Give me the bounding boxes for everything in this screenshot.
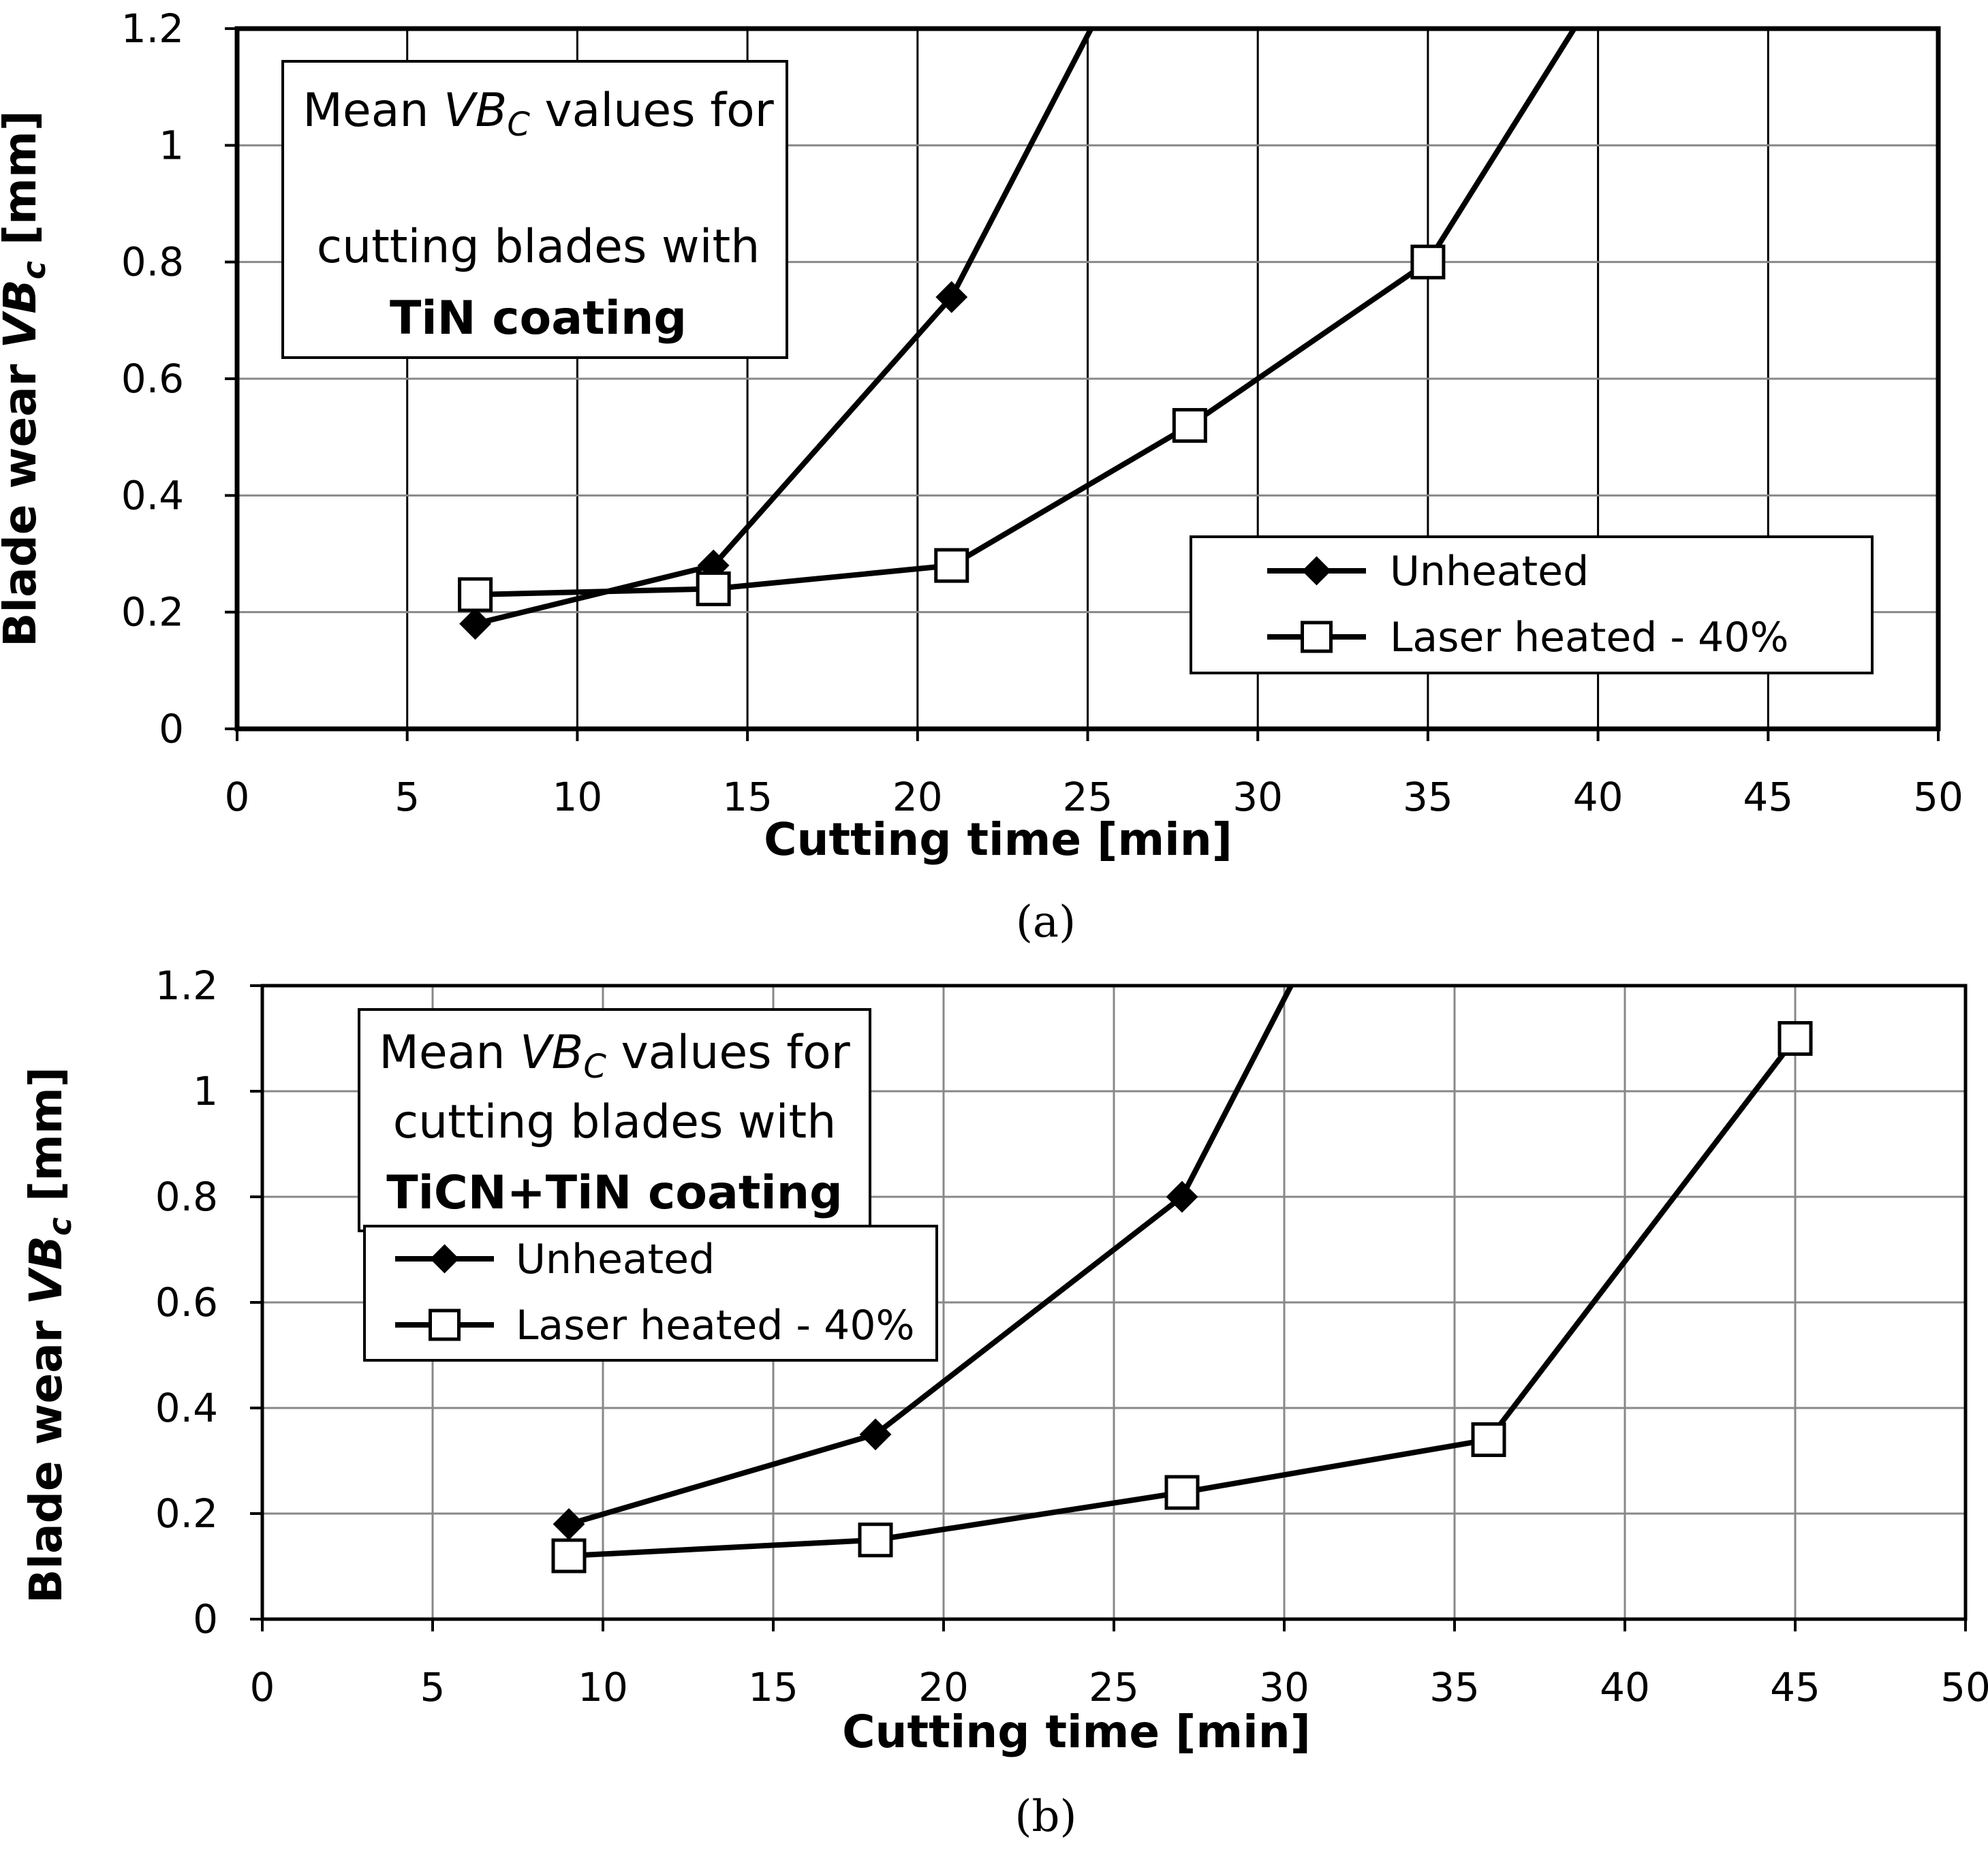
x-tick-label: 50 [1913,774,1963,820]
legend-marker-unheated [430,1244,459,1274]
x-tick-label: 5 [420,1664,446,1710]
legend-label-laser-heated: Laser heated - 40% [1390,614,1789,661]
data-point-laser-heated [1777,1021,1813,1056]
annotation-line-2: cutting blades with [393,1095,837,1149]
data-point-laser-heated [696,571,731,606]
legend-label-unheated: Unheated [1390,548,1589,595]
y-tick-label: 1.2 [155,962,218,1009]
legend-marker-laser-heated [429,1309,461,1341]
x-tick-label: 10 [552,774,602,820]
y-tick-label: 0.4 [121,472,184,518]
x-tick-label: 35 [1429,1664,1480,1710]
x-tick-label: 5 [394,774,420,820]
legend-label-laser-heated: Laser heated - 40% [516,1302,915,1349]
data-point-unheated [859,1418,892,1451]
x-tick-label: 30 [1259,1664,1309,1710]
data-point-laser-heated [858,1522,893,1558]
data-point-laser-heated [1164,1475,1200,1510]
x-tick-label: 0 [225,774,250,820]
data-point-laser-heated [934,548,969,583]
x-tick-label: 0 [250,1664,275,1710]
x-axis-title: Cutting time [min] [764,813,1232,866]
x-tick-label: 15 [748,1664,798,1710]
x-tick-label: 25 [1089,1664,1139,1710]
annotation-box [281,60,788,359]
y-tick-label: 0.8 [121,239,184,285]
data-point-unheated [1166,1180,1198,1213]
y-tick-label: 1 [193,1068,218,1114]
x-tick-label: 15 [722,774,773,820]
data-point-unheated [459,608,491,640]
data-point-laser-heated [1471,1422,1506,1457]
figure-caption: (b) [1015,1791,1077,1842]
data-point-unheated [935,281,968,313]
annotation-line-1: Mean VBC values for [302,84,774,144]
data-point-laser-heated [1410,245,1446,280]
annotation-line-3: TiCN+TiN coating [386,1166,843,1220]
series-lines [474,29,1577,627]
data-point-laser-heated [458,577,493,612]
data-point-laser-heated [1172,408,1207,443]
y-tick-label: 0.4 [155,1385,218,1431]
x-tick-label: 50 [1940,1664,1988,1710]
figure-caption: (a) [1016,897,1076,948]
y-tick-label: 0 [193,1596,218,1642]
x-tick-label: 30 [1232,774,1283,820]
x-tick-label: 35 [1403,774,1453,820]
chart-panel-b: 0 5 10 15 20 25 30 35 40 45 50 0 0.2 0.4 0.6 0.8 1 1.2 Cut… [20,962,1988,1842]
series-line-unheated [474,29,1094,627]
series-line-unheated [568,986,1294,1527]
legend-marker-laser-heated [1301,621,1333,653]
x-axis-title: Cutting time [min] [842,1706,1311,1758]
x-tick-label: 45 [1770,1664,1820,1710]
x-tick-label: 40 [1600,1664,1650,1710]
y-tick-label: 0.6 [155,1279,218,1326]
x-tick-label: 20 [892,774,943,820]
x-tick-label: 25 [1063,774,1113,820]
y-tick-label: 0.6 [121,356,184,402]
data-point-laser-heated [551,1538,587,1574]
y-tick-label: 1 [159,122,184,168]
x-tick-label: 20 [918,1664,969,1710]
legend-marker-unheated [1302,556,1331,586]
chart-panel-a: 0 5 10 15 20 25 30 35 40 45 50 0 0.2 0.4 0.6 0.8 1 1.2 Cut… [0,5,1963,948]
y-tick-label: 0 [159,706,184,752]
y-axis-title: Blade wear VBc [mm] [20,1067,78,1603]
annotation-box [358,1008,871,1232]
legend-label-unheated: Unheated [516,1236,715,1283]
annotation-line-3: TiN coating [390,292,687,345]
series-line-laser-heated [475,29,1577,597]
x-tick-label: 45 [1743,774,1793,820]
y-tick-label: 1.2 [121,5,184,52]
x-tick-label: 10 [578,1664,628,1710]
annotation-line-1: Mean VBC values for [379,1026,850,1086]
x-tick-label: 40 [1573,774,1624,820]
y-tick-label: 0.2 [155,1490,218,1537]
y-axis-title: Blade wear VBc [mm] [0,110,52,647]
y-tick-label: 0.8 [155,1174,218,1220]
annotation-line-2: cutting blades with [317,220,760,274]
y-tick-label: 0.2 [121,589,184,636]
